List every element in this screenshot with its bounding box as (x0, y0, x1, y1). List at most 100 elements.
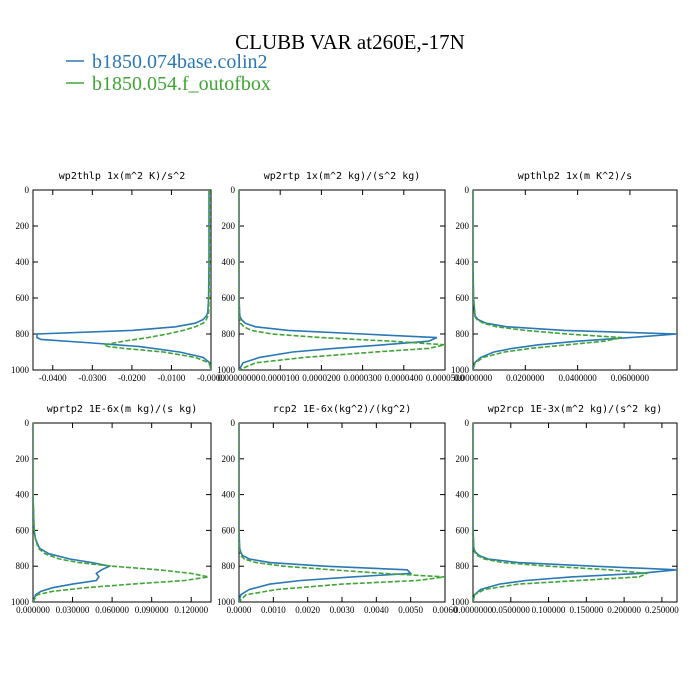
x-tick-label: 0.00000000 (218, 373, 261, 383)
figure-title: CLUBB VAR at260E,-17N (235, 30, 465, 54)
x-tick-label: 0.0030 (330, 605, 355, 615)
y-tick-label: 800 (456, 561, 470, 571)
x-tick-label: 0.0000 (227, 605, 252, 615)
x-tick-label: 0.0000000 (454, 373, 493, 383)
x-tick-label: 0.0000000 (454, 605, 493, 615)
y-tick-label: 0 (25, 418, 30, 428)
y-tick-label: 200 (16, 454, 30, 464)
series-line-1 (473, 190, 677, 370)
y-tick-label: 400 (16, 490, 30, 500)
y-tick-label: 200 (222, 454, 236, 464)
x-tick-label: 0.0500000 (492, 605, 531, 615)
panel-2: wp2rtp 1x(m^2 kg)/(s^2 kg) 0 200 400 600 800 1… (217, 171, 465, 383)
y-tick-label: 600 (222, 525, 236, 535)
y-tick-label: 800 (16, 561, 30, 571)
x-tick-label: 0.150000 (569, 605, 603, 615)
x-tick-label: -0.0300 (78, 373, 106, 383)
x-tick-label: 0.0000200 (302, 373, 341, 383)
panel-6: wp2rcp 1E-3x(m^2 kg)/(s^2 kg) 0 200 400 600 8… (451, 404, 679, 615)
y-tick-label: 0 (231, 185, 236, 195)
x-tick-label: 0.0200000 (506, 373, 545, 383)
y-tick-label: 600 (16, 525, 30, 535)
y-tick-label: 1000 (451, 597, 470, 607)
series-line-2 (239, 190, 445, 370)
series-line-2 (473, 423, 650, 602)
y-tick-label: 400 (222, 257, 236, 267)
y-tick-label: 200 (222, 221, 236, 231)
y-tick-label: 400 (456, 490, 470, 500)
series-line-2 (101, 190, 211, 370)
y-tick-label: 600 (456, 525, 470, 535)
x-tick-label: 0.0050 (398, 605, 423, 615)
y-tick-label: 0 (25, 185, 30, 195)
x-tick-label: 0.100000 (532, 605, 566, 615)
panel-title: wprtp2 1E-6x(m kg)/(s kg) (47, 404, 198, 415)
y-tick-label: 600 (16, 293, 30, 303)
panel-title: wpthlp2 1x(m K^2)/s (518, 171, 632, 182)
panel-5: rcp2 1E-6x(kg^2)/(kg^2) 0 200 400 600 800 1000… (217, 404, 458, 615)
plot-frame (32, 189, 212, 371)
y-tick-label: 0 (231, 418, 236, 428)
x-tick-label: 0.0400000 (558, 373, 597, 383)
x-tick-label: -0.0000 (197, 373, 225, 383)
series-line-1 (239, 190, 438, 370)
x-tick-label: 0.060000 (95, 605, 129, 615)
plot-frame (472, 422, 678, 603)
panels-group: wp2thlp 1x(m^2 K)/s^202004006008001000-0… (11, 171, 679, 615)
panel-4: wprtp2 1E-6x(m kg)/(s kg) 0 200 400 600 800 10… (11, 404, 212, 615)
y-tick-label: 800 (222, 561, 236, 571)
x-tick-label: 0.0010 (261, 605, 286, 615)
y-tick-label: 400 (16, 257, 30, 267)
x-tick-label: 0.0060 (433, 605, 458, 615)
x-tick-label: 0.200000 (607, 605, 641, 615)
y-tick-label: 1000 (11, 365, 30, 375)
x-tick-label: 0.120000 (174, 605, 208, 615)
x-tick-label: 0.0000300 (343, 373, 382, 383)
y-tick-label: 600 (456, 293, 470, 303)
legend: b1850.074base.colin2 b1850.054.f_outofbo… (66, 51, 271, 95)
legend-label-series-1: b1850.074base.colin2 (92, 51, 268, 73)
legend-label-series-2: b1850.054.f_outofbox (92, 73, 271, 95)
y-tick-label: 200 (456, 221, 470, 231)
x-tick-label: -0.0400 (39, 373, 67, 383)
x-tick-label: -0.0100 (158, 373, 186, 383)
plot-frame (32, 422, 212, 603)
plot-frame (472, 189, 678, 371)
x-tick-label: 0.0000100 (261, 373, 300, 383)
x-tick-label: 0.0000500 (426, 373, 465, 383)
panel-title: wp2rtp 1x(m^2 kg)/(s^2 kg) (264, 171, 421, 182)
y-tick-label: 800 (456, 329, 470, 339)
panel-title: wp2thlp 1x(m^2 K)/s^2 (59, 171, 185, 182)
y-tick-label: 600 (222, 293, 236, 303)
y-tick-label: 400 (456, 257, 470, 267)
y-tick-label: 0 (465, 185, 470, 195)
x-tick-label: 0.030000 (56, 605, 90, 615)
panel-1: wp2thlp 1x(m^2 K)/s^2 0 200 400 600 800 1000 -0… (11, 171, 225, 383)
y-tick-label: 200 (16, 221, 30, 231)
panel-3: wpthlp2 1x(m K^2)/s 0 200 400 600 800 10000.00… (451, 171, 678, 383)
y-tick-label: 0 (465, 418, 470, 428)
series-line-1 (36, 190, 211, 370)
x-tick-label: 0.0020 (295, 605, 320, 615)
y-tick-label: 800 (222, 329, 236, 339)
series-line-2 (473, 190, 623, 370)
series-line-1 (33, 423, 113, 602)
x-tick-label: 0.090000 (135, 605, 169, 615)
y-tick-label: 1000 (217, 365, 236, 375)
series-line-2 (239, 423, 445, 602)
y-tick-label: 1000 (11, 597, 30, 607)
series-line-1 (239, 423, 413, 602)
x-tick-label: 0.0600000 (611, 373, 650, 383)
series-line-2 (33, 423, 209, 602)
panel-title: rcp2 1E-6x(kg^2)/(kg^2) (273, 404, 411, 415)
x-tick-label: 0.0040 (364, 605, 389, 615)
y-tick-label: 1000 (217, 597, 236, 607)
series-line-1 (473, 423, 677, 602)
x-tick-label: 0.0000400 (385, 373, 424, 383)
y-tick-label: 200 (456, 454, 470, 464)
x-tick-label: 0.250000 (645, 605, 679, 615)
y-tick-label: 800 (16, 329, 30, 339)
y-tick-label: 1000 (451, 365, 470, 375)
panel-title: wp2rcp 1E-3x(m^2 kg)/(s^2 kg) (488, 404, 663, 415)
